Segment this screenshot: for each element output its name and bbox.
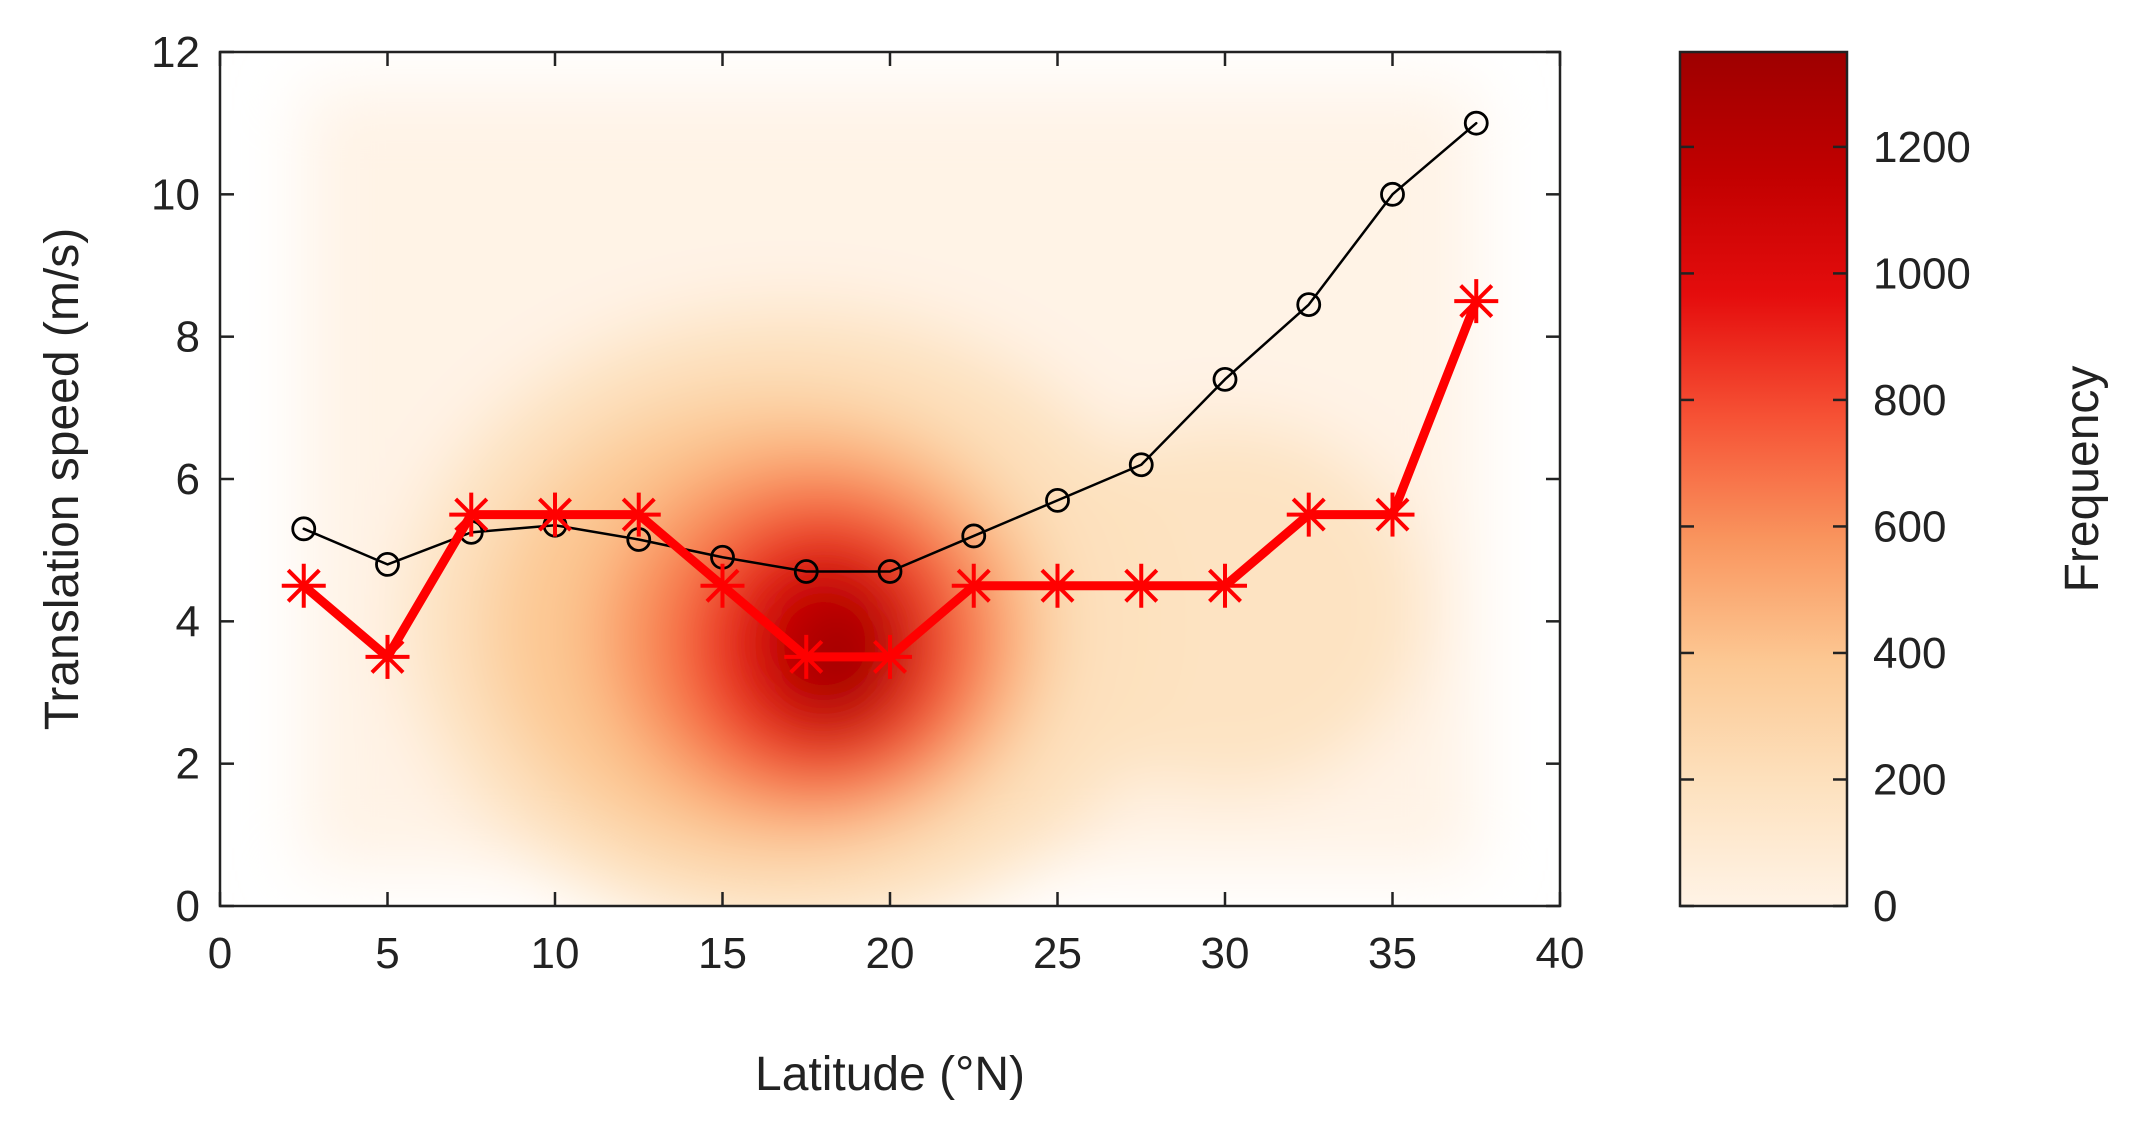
mean-speed-point (1296, 292, 1322, 318)
mode-speed-point (616, 492, 661, 537)
colorbar-tick-label: 1000 (1873, 249, 1971, 298)
asterisk-stroke (1291, 497, 1326, 532)
x-tick-label: 20 (866, 929, 915, 978)
x-tick-label: 0 (208, 929, 232, 978)
mode-speed-point (1119, 563, 1164, 608)
x-tick-label: 5 (375, 929, 399, 978)
mode-speed-point (1203, 563, 1247, 608)
mode-speed-point (868, 634, 912, 679)
asterisk-stroke (956, 568, 991, 603)
asterisk-stroke (621, 497, 656, 532)
y-tick-label: 6 (176, 455, 200, 504)
x-axis-ticks: 0 5 10 15 20 25 30 35 40 (208, 52, 1585, 978)
colorbar-tick-label: 1200 (1873, 123, 1971, 172)
colorbar-fill (1678, 50, 1849, 908)
y-tick-label: 8 (176, 313, 200, 362)
mode-speed-point (1286, 492, 1331, 537)
mode-speed-point (281, 563, 326, 608)
asterisk-stroke (1375, 497, 1410, 532)
colorbar-tick-label: 800 (1873, 376, 1946, 425)
mode-speed-point (449, 492, 494, 537)
asterisk-stroke (286, 568, 321, 603)
x-tick-label: 35 (1368, 929, 1417, 978)
mode-speed-point (1035, 563, 1080, 608)
y-axis-ticks: 0 2 4 6 8 10 12 (151, 28, 1560, 931)
mean-speed-point (375, 552, 400, 577)
x-tick-label: 10 (531, 929, 580, 978)
y-axis-label: Translation speed (m/s) (36, 228, 89, 730)
mean-speed-point (1045, 487, 1070, 513)
colorbar-ticks: 0 200 400 600 800 1000 1200 (1680, 123, 1971, 931)
plot-area: 0 5 10 15 20 25 30 35 40 0 2 4 6 8 10 12 Latitude (°N)… (36, 28, 1584, 1101)
colorbar: 0 200 400 600 800 1000 1200 Frequency (1678, 50, 2109, 931)
asterisk-stroke (705, 568, 740, 603)
mean-speed-point (1463, 110, 1489, 136)
mode-speed-point (700, 563, 745, 608)
mode-speed-point (784, 634, 829, 679)
y-tick-label: 2 (176, 740, 200, 789)
y-tick-label: 0 (176, 882, 200, 931)
mean-speed-point (877, 559, 903, 584)
colorbar-tick-label: 0 (1873, 882, 1897, 931)
mean-speed-point (291, 516, 317, 542)
asterisk-stroke (454, 497, 489, 532)
mean-speed-point (793, 559, 819, 584)
mode-speed-point (1370, 492, 1415, 537)
x-tick-label: 15 (698, 929, 747, 978)
asterisk-stroke (370, 639, 405, 674)
series-mode-speed (281, 279, 1499, 679)
x-tick-label: 40 (1536, 929, 1585, 978)
mode-speed-point (533, 492, 577, 537)
x-axis-label: Latitude (°N) (755, 1048, 1025, 1101)
asterisk-stroke (789, 639, 824, 674)
colorbar-label: Frequency (2056, 366, 2109, 593)
colorbar-tick-label: 200 (1873, 755, 1946, 804)
mean-speed-point (1128, 452, 1154, 478)
asterisk-stroke (1124, 568, 1159, 603)
asterisk-stroke (873, 639, 907, 674)
mean-speed-line (302, 121, 1478, 573)
asterisk-stroke (1208, 568, 1242, 603)
x-tick-label: 25 (1033, 929, 1082, 978)
mean-speed-point (1212, 366, 1238, 392)
mean-speed-point (961, 523, 987, 549)
mode-speed-point (951, 563, 996, 608)
y-tick-label: 4 (176, 597, 200, 646)
asterisk-stroke (1459, 284, 1494, 319)
colorbar-tick-label: 400 (1873, 629, 1946, 678)
mean-speed-point (1380, 181, 1405, 207)
y-tick-label: 12 (151, 28, 200, 77)
asterisk-stroke (538, 497, 572, 532)
y-tick-label: 10 (151, 170, 200, 219)
mode-speed-point (1454, 279, 1499, 324)
mode-speed-point (365, 634, 410, 679)
x-tick-label: 30 (1201, 929, 1250, 978)
asterisk-stroke (1040, 568, 1075, 603)
colorbar-tick-label: 600 (1873, 502, 1946, 551)
